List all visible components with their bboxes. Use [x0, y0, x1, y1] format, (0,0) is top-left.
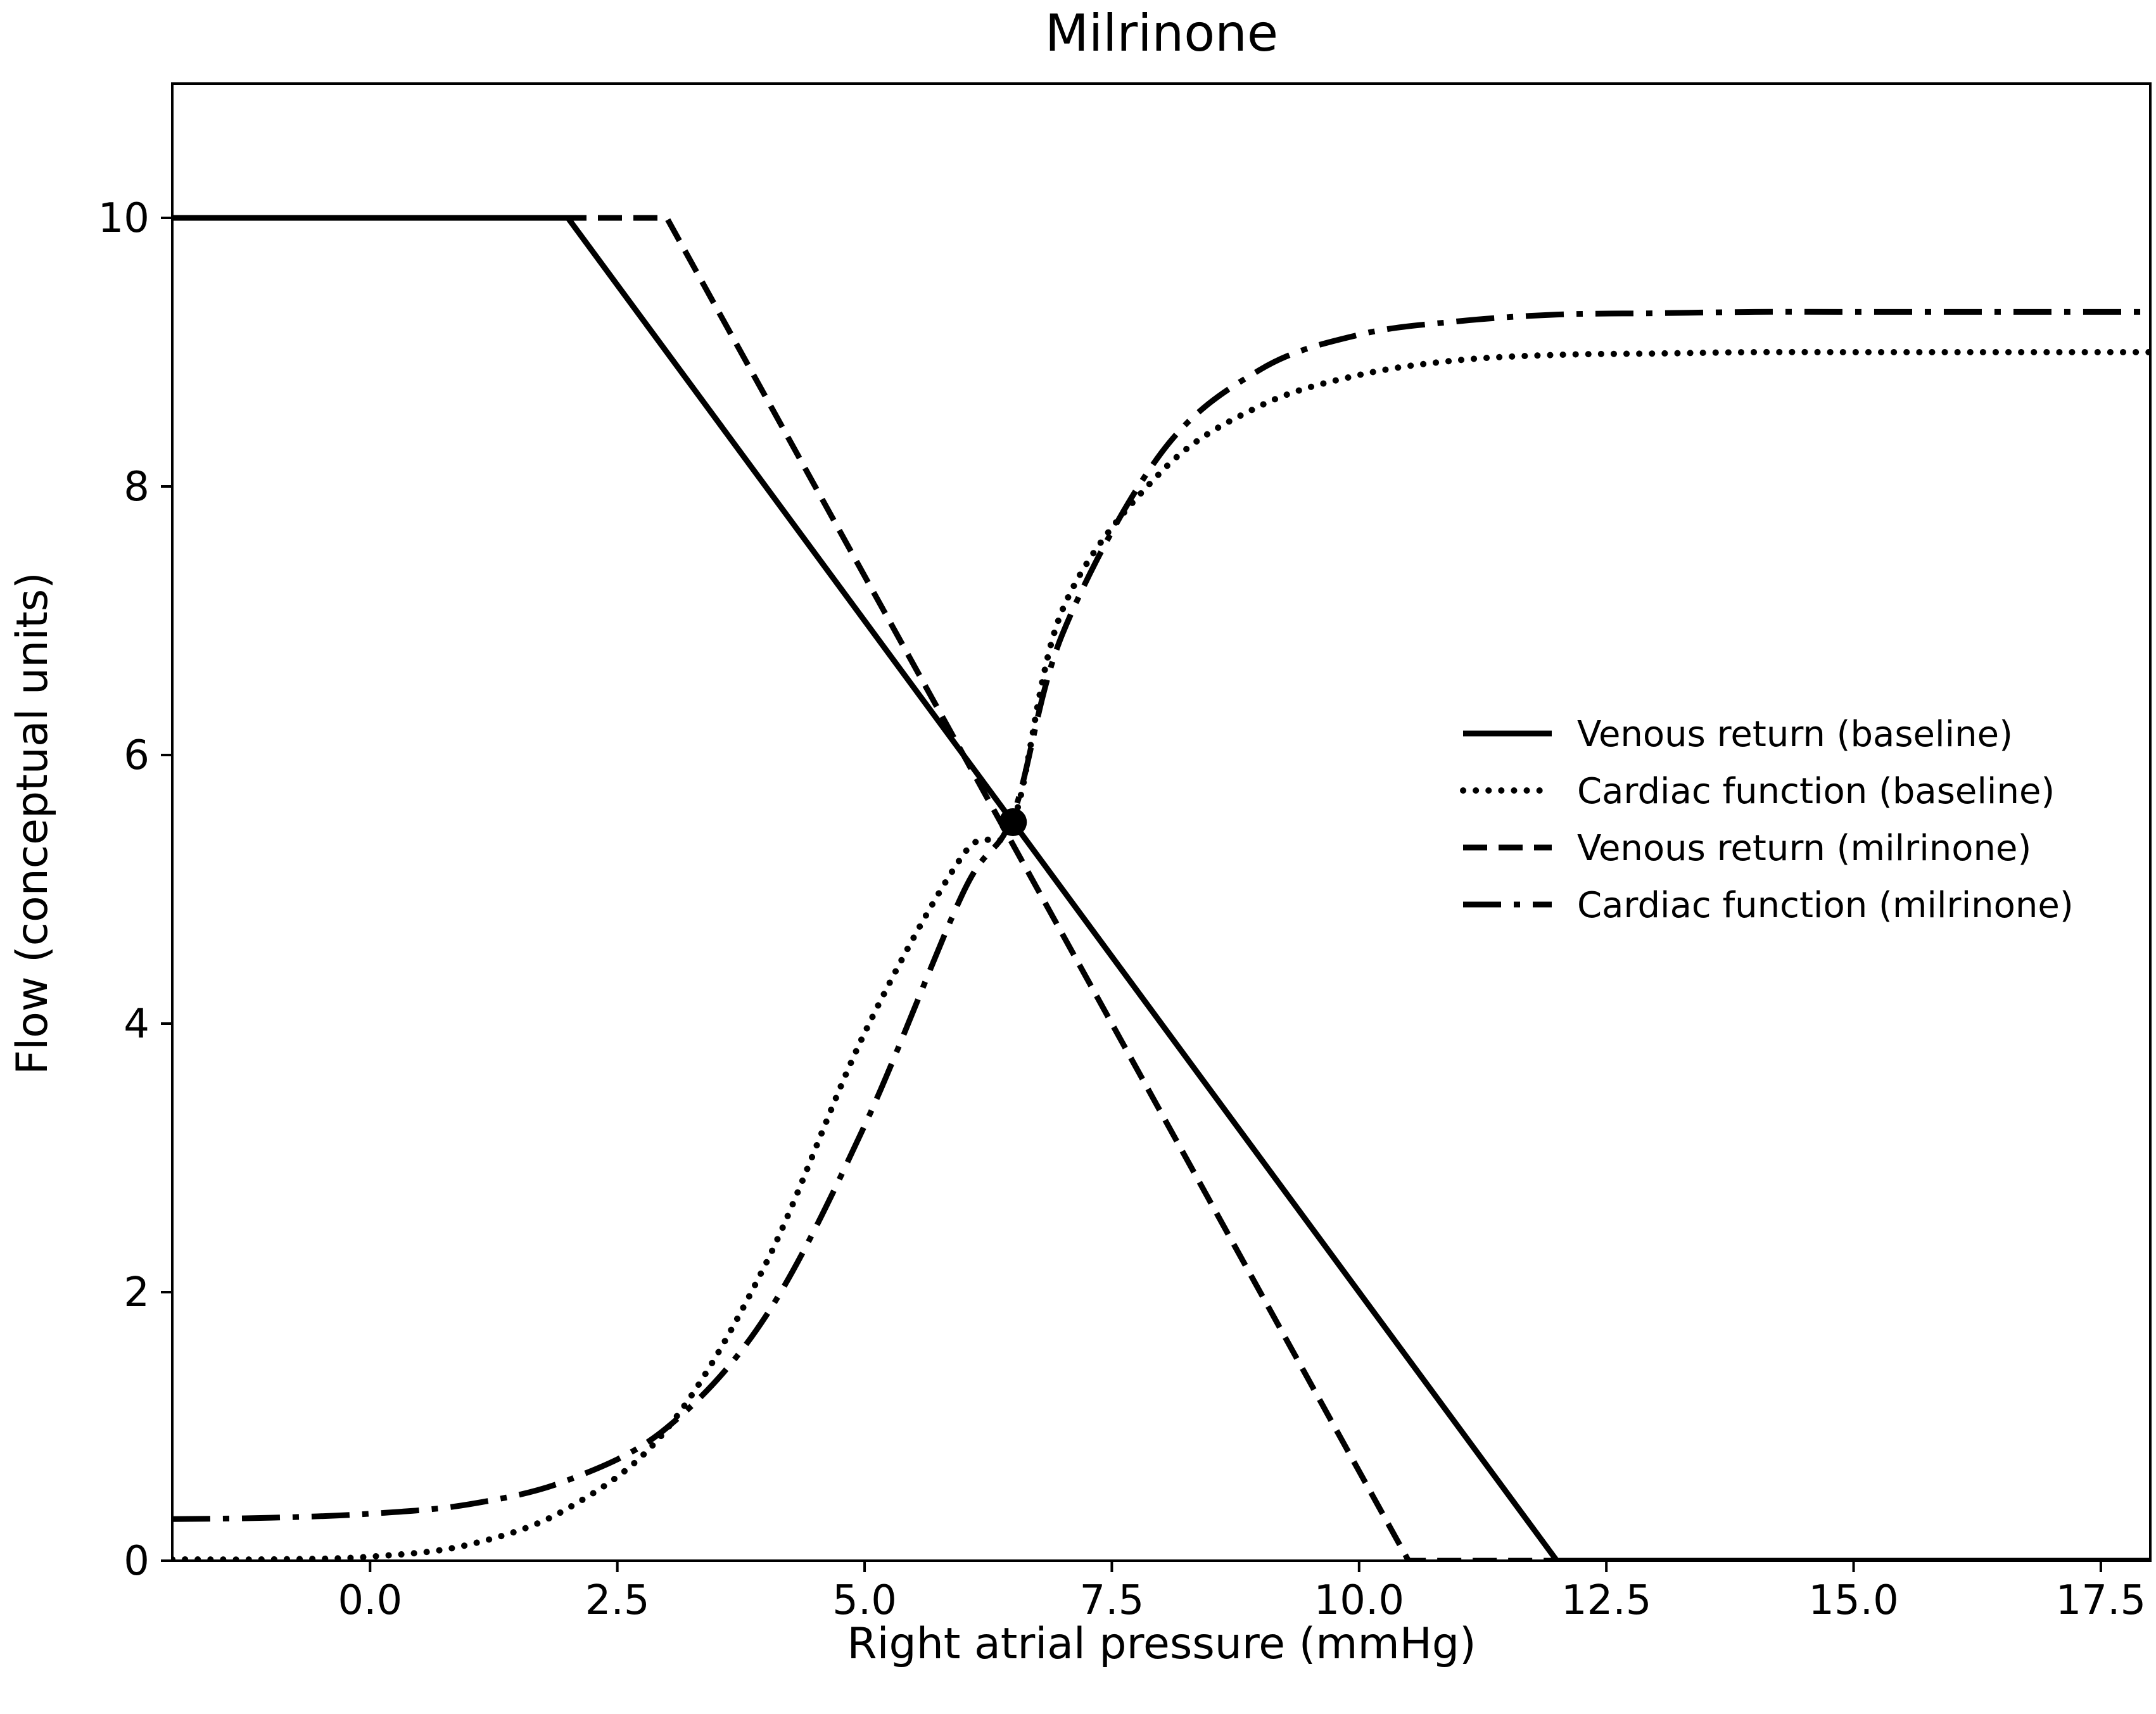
x-axis-label: Right atrial pressure (mmHg) — [847, 1619, 1476, 1669]
legend-label-4: Cardiac function (milrinone) — [1577, 885, 2074, 926]
legend: Venous return (baseline) Cardiac function… — [1460, 714, 2074, 926]
legend-label-3: Venous return (milrinone) — [1577, 828, 2031, 869]
x-tick-label: 2.5 — [585, 1577, 650, 1624]
y-tick-label: 4 — [124, 1001, 149, 1048]
y-tick-label: 0 — [124, 1538, 149, 1585]
plot-area — [172, 215, 2150, 1561]
x-tick-label: 15.0 — [1808, 1577, 1899, 1624]
y-axis: 0 2 4 6 8 10 — [98, 195, 172, 1585]
plot-frame — [171, 82, 2152, 1562]
y-tick-label: 8 — [124, 464, 149, 511]
chart-title: Milrinone — [1045, 4, 1278, 63]
y-tick-label: 2 — [124, 1269, 149, 1316]
x-tick-label: 7.5 — [1080, 1577, 1145, 1624]
legend-label-1: Venous return (baseline) — [1577, 714, 2013, 755]
x-tick-label: 5.0 — [832, 1577, 897, 1624]
legend-label-2: Cardiac function (baseline) — [1577, 771, 2055, 812]
y-tick-label: 10 — [98, 195, 149, 242]
x-tick-label: 10.0 — [1314, 1577, 1405, 1624]
x-tick-label: 17.5 — [2056, 1577, 2146, 1624]
y-tick-label: 6 — [124, 732, 149, 779]
series-line-3 — [172, 215, 2150, 1561]
x-axis: 0.0 2.5 5.0 7.5 10.0 12.5 15.0 17.5 — [338, 1561, 2146, 1624]
series-line-2 — [172, 348, 2150, 1561]
equilibrium-point — [999, 808, 1027, 836]
series-line-4 — [172, 308, 2150, 1522]
x-tick-label: 0.0 — [338, 1577, 402, 1624]
x-tick-label: 12.5 — [1561, 1577, 1652, 1624]
y-axis-label: Flow (conceptual units) — [8, 572, 58, 1075]
